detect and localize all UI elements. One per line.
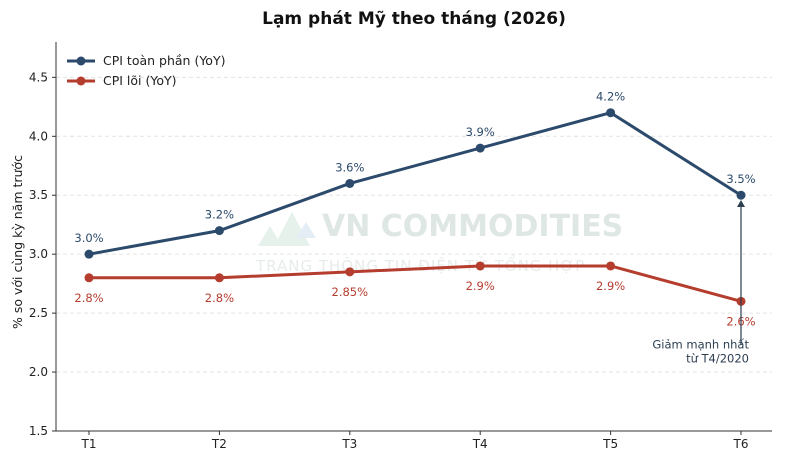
data-point xyxy=(84,249,94,259)
series-line-1 xyxy=(87,111,743,256)
series-line-2 xyxy=(87,264,743,303)
y-tick-label: 2.0 xyxy=(29,365,48,379)
x-tick-label: T6 xyxy=(733,437,749,451)
data-point xyxy=(214,226,224,236)
data-label: 3.0% xyxy=(74,231,103,245)
data-label: 3.2% xyxy=(205,208,234,222)
data-point xyxy=(606,108,616,118)
watermark-logo-icon xyxy=(258,212,316,246)
annotation-arrowhead xyxy=(737,199,745,207)
y-ticks: 1.5 2.0 2.5 3.0 3.5 4.0 4.5 xyxy=(29,70,56,438)
data-point xyxy=(736,190,746,200)
x-tick-label: T5 xyxy=(602,437,618,451)
watermark-main-text: VN COMMODITIES xyxy=(322,209,623,244)
data-point xyxy=(475,143,485,153)
x-ticks: T1 T2 T3 T4 T5 T6 xyxy=(81,431,749,451)
data-label: 2.9% xyxy=(466,279,495,293)
chart-title: Lạm phát Mỹ theo tháng (2026) xyxy=(262,9,566,29)
data-point xyxy=(214,273,224,283)
data-point xyxy=(606,261,616,271)
axes xyxy=(55,42,772,432)
y-tick-label: 4.0 xyxy=(29,129,48,143)
x-tick-label: T2 xyxy=(211,437,227,451)
data-label: 3.9% xyxy=(466,125,495,139)
x-tick-label: T3 xyxy=(341,437,357,451)
legend-swatch-marker xyxy=(76,76,86,86)
x-tick-label: T4 xyxy=(472,437,488,451)
legend-label: CPI toàn phần (YoY) xyxy=(103,53,225,68)
data-label: 3.6% xyxy=(335,160,364,174)
y-tick-label: 3.5 xyxy=(29,188,48,202)
data-label: 2.85% xyxy=(332,285,369,299)
annotation-text: từ T4/2020 xyxy=(686,351,749,365)
data-label: 3.5% xyxy=(726,172,755,186)
y-tick-label: 3.0 xyxy=(29,247,48,261)
legend-label: CPI lõi (YoY) xyxy=(103,73,177,88)
data-label: 2.8% xyxy=(74,291,103,305)
grid xyxy=(56,76,772,373)
data-label: 2.9% xyxy=(596,279,625,293)
y-tick-label: 1.5 xyxy=(29,424,48,438)
y-tick-label: 2.5 xyxy=(29,306,48,320)
legend-swatch-marker xyxy=(76,56,86,66)
watermark-sub-text: TRANG THÔNG TIN ĐIỆN TỬ TỔNG HỢP xyxy=(255,254,585,275)
series-layer: 3.0% 3.2% 3.6% 3.9% 4.2% 3.5% 2.8% 2.8% 2.85% 2.9… xyxy=(74,90,755,329)
data-point xyxy=(475,261,485,271)
data-point xyxy=(345,267,355,277)
y-axis-label: % so với cùng kỳ năm trước xyxy=(10,155,25,329)
watermark: VN COMMODITIES TRANG THÔNG TIN ĐIỆN TỬ T… xyxy=(255,209,623,275)
data-label: 4.2% xyxy=(596,90,625,104)
annotation-text: Giảm mạnh nhất xyxy=(652,337,749,351)
data-point xyxy=(84,273,94,283)
x-tick-label: T1 xyxy=(81,437,97,451)
data-point xyxy=(345,178,355,188)
y-tick-label: 4.5 xyxy=(29,70,48,84)
data-label: 2.8% xyxy=(205,291,234,305)
legend: CPI toàn phần (YoY) CPI lõi (YoY) xyxy=(67,53,225,88)
